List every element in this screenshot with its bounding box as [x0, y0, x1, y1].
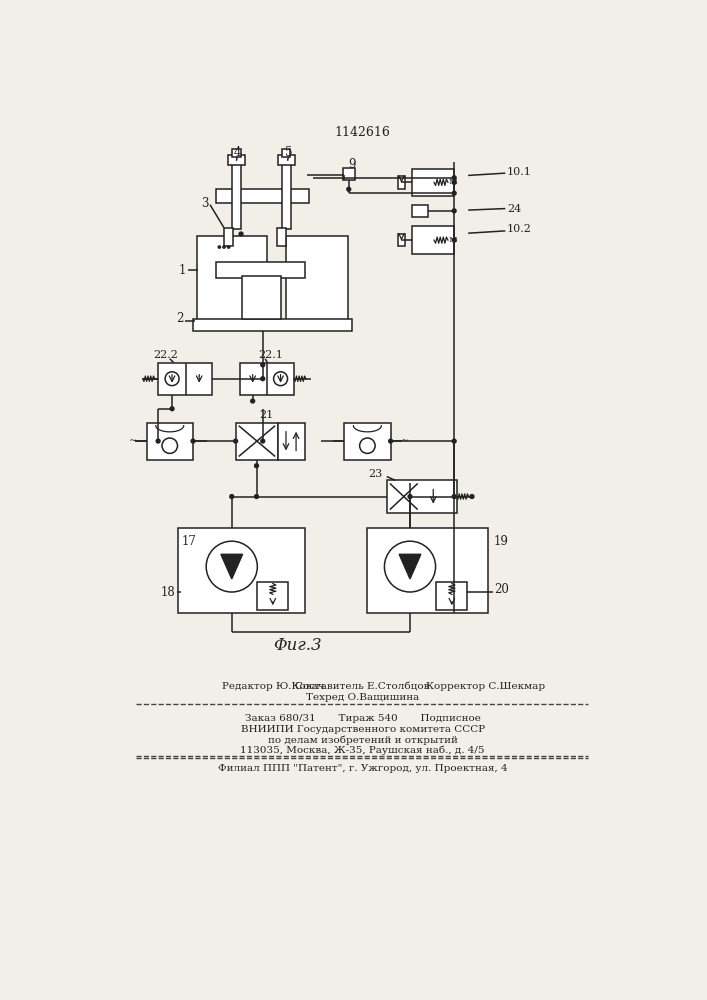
Circle shape	[261, 377, 264, 381]
Bar	[232, 160, 241, 229]
Circle shape	[230, 495, 234, 498]
Circle shape	[274, 372, 288, 386]
Bar	[242, 276, 281, 319]
Bar	[412, 205, 428, 217]
Text: 22.1: 22.1	[258, 350, 283, 360]
Text: 18: 18	[160, 586, 175, 599]
Circle shape	[251, 399, 255, 403]
Circle shape	[452, 180, 456, 184]
Circle shape	[170, 407, 174, 411]
Circle shape	[255, 464, 259, 468]
Text: 17: 17	[182, 535, 197, 548]
Text: 10.1: 10.1	[507, 167, 532, 177]
Text: ВНИИПИ Государственного комитета СССР: ВНИИПИ Государственного комитета СССР	[240, 725, 485, 734]
Text: Филиал ППП "Патент", г. Ужгород, ул. Проектная, 4: Филиал ППП "Патент", г. Ужгород, ул. Про…	[218, 764, 508, 773]
Bar	[158, 363, 212, 395]
Bar	[279, 155, 296, 165]
Bar	[224, 228, 233, 246]
Circle shape	[191, 439, 195, 443]
Text: Редактор Ю.Ковач: Редактор Ю.Ковач	[223, 682, 325, 691]
Circle shape	[162, 438, 177, 453]
Text: 4: 4	[233, 146, 241, 159]
Text: Корректор С.Шекмар: Корректор С.Шекмар	[426, 682, 546, 691]
Bar	[368, 528, 488, 613]
Text: 22.2: 22.2	[153, 350, 178, 360]
Bar	[282, 160, 291, 229]
Bar	[146, 423, 193, 460]
Text: 3: 3	[201, 197, 209, 210]
Text: 20: 20	[493, 583, 508, 596]
Bar	[197, 235, 267, 324]
Bar	[282, 149, 290, 157]
Bar	[228, 155, 245, 165]
Text: M: M	[448, 178, 457, 186]
Bar	[279, 423, 305, 460]
Text: Техред О.Ващишина: Техред О.Ващишина	[306, 693, 419, 702]
Circle shape	[239, 232, 243, 236]
Text: 9: 9	[348, 158, 356, 171]
Circle shape	[452, 191, 456, 195]
Circle shape	[347, 187, 351, 191]
Bar	[412, 169, 454, 196]
Circle shape	[261, 363, 264, 367]
Text: 1142616: 1142616	[335, 126, 391, 139]
Circle shape	[165, 372, 179, 386]
Circle shape	[452, 238, 456, 242]
Text: ∼: ∼	[400, 437, 409, 446]
Circle shape	[385, 541, 436, 592]
Bar	[216, 189, 309, 203]
Circle shape	[228, 246, 230, 248]
Bar	[344, 423, 391, 460]
Circle shape	[218, 246, 221, 248]
Bar	[232, 149, 241, 157]
Text: по делам изобретений и открытий: по делам изобретений и открытий	[268, 735, 457, 745]
Polygon shape	[221, 554, 243, 579]
Bar	[257, 582, 288, 610]
Circle shape	[452, 439, 456, 443]
Circle shape	[156, 439, 160, 443]
Text: 2: 2	[176, 312, 184, 325]
Circle shape	[470, 495, 474, 498]
Bar	[412, 226, 454, 254]
Bar	[398, 234, 404, 246]
Circle shape	[452, 495, 456, 498]
Text: 19: 19	[493, 535, 508, 548]
Text: M: M	[448, 236, 457, 244]
Polygon shape	[399, 554, 421, 579]
Bar	[240, 363, 293, 395]
Text: 10.2: 10.2	[507, 224, 532, 234]
Text: 5: 5	[285, 146, 292, 159]
Circle shape	[452, 176, 456, 180]
Circle shape	[408, 495, 412, 498]
Circle shape	[360, 438, 375, 453]
Circle shape	[223, 246, 225, 248]
Text: ∼: ∼	[129, 437, 136, 446]
Bar	[216, 262, 305, 278]
Bar	[398, 176, 404, 189]
Text: 24: 24	[507, 204, 521, 214]
Bar	[193, 319, 352, 331]
Text: 1: 1	[179, 264, 186, 277]
Bar	[276, 228, 286, 246]
Bar	[177, 528, 305, 613]
Bar	[343, 168, 355, 180]
Bar	[286, 235, 348, 324]
Circle shape	[452, 209, 456, 213]
Text: 21: 21	[259, 410, 274, 420]
Text: 23: 23	[368, 469, 383, 479]
Text: Φиг.3: Φиг.3	[274, 637, 322, 654]
Circle shape	[234, 439, 238, 443]
Bar	[235, 423, 279, 460]
Bar	[387, 480, 457, 513]
Text: Заказ 680/31       Тираж 540       Подписное: Заказ 680/31 Тираж 540 Подписное	[245, 714, 481, 723]
Circle shape	[389, 439, 392, 443]
Text: Составитель Е.Столбцов: Составитель Е.Столбцов	[296, 682, 430, 691]
Circle shape	[206, 541, 257, 592]
Bar	[436, 582, 467, 610]
Circle shape	[255, 495, 259, 498]
Circle shape	[261, 439, 264, 443]
Text: 113035, Москва, Ж-35, Раушская наб., д. 4/5: 113035, Москва, Ж-35, Раушская наб., д. …	[240, 745, 485, 755]
